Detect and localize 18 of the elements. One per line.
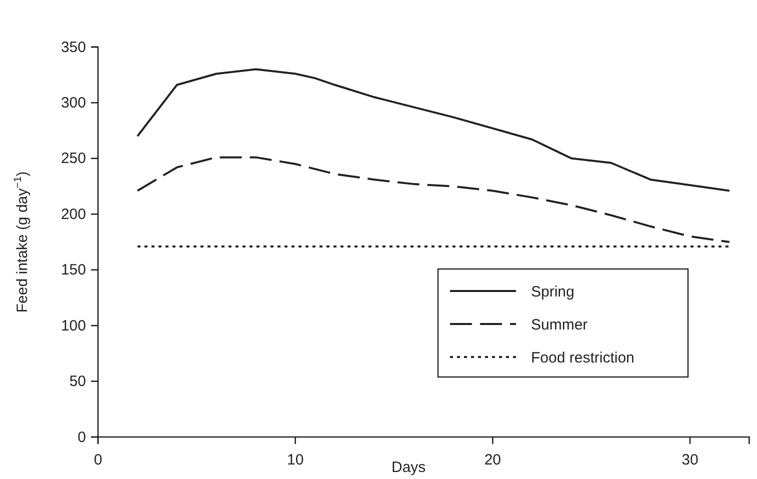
y-tick-label: 50 [69,373,86,390]
x-tick-label: 20 [484,452,502,469]
y-tick-label: 100 [60,317,86,334]
x-axis-title: Days [392,459,426,476]
line-series [136,156,730,243]
y-tick-label: 350 [60,38,86,56]
y-tick-label: 0 [78,428,86,446]
legend-label: Food restriction [531,349,634,366]
line-series [136,68,730,192]
x-tick-label: 10 [286,452,304,469]
y-tick-label: 200 [60,206,86,223]
y-tick-label: 150 [60,262,86,279]
legend-label: Summer [531,316,588,334]
legend-label: Spring [531,283,574,300]
y-tick-label: 300 [60,94,86,112]
x-tick-label: 30 [682,452,698,469]
x-tick-label: 0 [94,452,102,469]
y-tick-label: 250 [60,150,86,168]
